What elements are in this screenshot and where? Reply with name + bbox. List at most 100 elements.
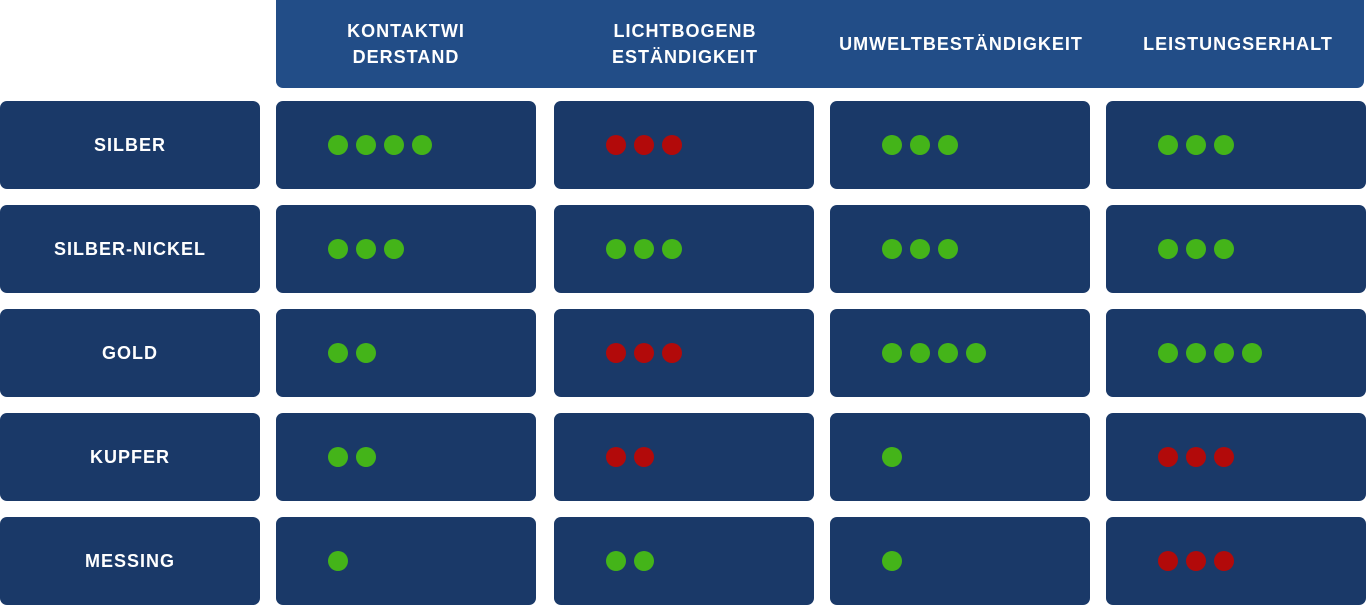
rating-dot-good [882, 447, 902, 467]
rating-dot-bad [634, 447, 654, 467]
rating-cell [1106, 309, 1366, 397]
rating-dots [606, 343, 682, 363]
rating-cell [830, 413, 1090, 501]
rating-dot-good [1214, 135, 1234, 155]
rating-dot-good [356, 239, 376, 259]
rating-dot-bad [662, 343, 682, 363]
rating-dots [1158, 551, 1234, 571]
column-header-umweltbestaendigkeit: UMWELTBESTÄNDIGKEIT [839, 34, 1083, 54]
row-label: GOLD [0, 309, 260, 397]
rating-dot-good [938, 343, 958, 363]
rating-dot-bad [1158, 447, 1178, 467]
rating-dot-good [356, 135, 376, 155]
rating-dot-good [356, 343, 376, 363]
rating-dot-good [1242, 343, 1262, 363]
rating-dot-good [1186, 239, 1206, 259]
rating-dot-good [662, 239, 682, 259]
rating-dot-good [910, 239, 930, 259]
rating-dots [328, 135, 432, 155]
rating-dots [328, 551, 348, 571]
rating-cell [1106, 517, 1366, 605]
rating-dot-good [882, 239, 902, 259]
rating-dot-bad [1158, 551, 1178, 571]
rating-cell [554, 309, 814, 397]
rating-dot-good [384, 135, 404, 155]
rating-dots [1158, 239, 1234, 259]
rating-dot-good [328, 447, 348, 467]
rating-dot-good [1186, 135, 1206, 155]
rating-dots [328, 239, 404, 259]
rating-dot-good [910, 343, 930, 363]
rating-cell [276, 309, 536, 397]
rating-cell [276, 101, 536, 189]
rating-dot-good [1186, 343, 1206, 363]
rating-dot-good [966, 343, 986, 363]
rating-dots [882, 135, 958, 155]
rating-dot-good [882, 551, 902, 571]
rating-dots [328, 343, 376, 363]
rating-cell [830, 309, 1090, 397]
rating-dot-good [356, 447, 376, 467]
rating-dot-bad [1186, 447, 1206, 467]
rating-dot-bad [1214, 551, 1234, 571]
row-label: MESSING [0, 517, 260, 605]
rating-dot-bad [606, 447, 626, 467]
rating-dots [882, 447, 902, 467]
rating-cell [276, 413, 536, 501]
rating-cell [554, 413, 814, 501]
rating-dot-bad [606, 135, 626, 155]
rating-cell [554, 101, 814, 189]
column-header-kontaktwiderstand: KONTAKTWI DERSTAND [347, 21, 465, 67]
rating-dots [606, 551, 654, 571]
column-header-leistungserhalt: LEISTUNGSERHALT [1143, 34, 1333, 54]
rating-dot-good [1214, 343, 1234, 363]
rating-cell [1106, 413, 1366, 501]
rating-dots [882, 239, 958, 259]
rating-dots [1158, 343, 1262, 363]
rating-dot-good [1158, 239, 1178, 259]
rating-dot-bad [634, 135, 654, 155]
rating-dot-good [634, 239, 654, 259]
rating-dot-good [1158, 135, 1178, 155]
rating-dot-bad [662, 135, 682, 155]
rating-dot-bad [606, 343, 626, 363]
rating-cell [830, 205, 1090, 293]
rating-dot-good [882, 343, 902, 363]
row-label: SILBER-NICKEL [0, 205, 260, 293]
rating-dot-good [328, 343, 348, 363]
rating-cell [554, 205, 814, 293]
rating-dot-bad [1186, 551, 1206, 571]
row-label: KUPFER [0, 413, 260, 501]
rating-cell [276, 517, 536, 605]
rating-dot-bad [634, 343, 654, 363]
rating-cell [554, 517, 814, 605]
rating-dots [328, 447, 376, 467]
rating-cell [1106, 205, 1366, 293]
row-label: SILBER [0, 101, 260, 189]
rating-dots [882, 343, 986, 363]
column-header-lichtbogenbestaendigkeit: LICHTBOGENB ESTÄNDIGKEIT [611, 21, 758, 67]
rating-cell [830, 101, 1090, 189]
header-bar [276, 0, 1364, 88]
rating-dot-good [606, 239, 626, 259]
rating-dots [1158, 135, 1234, 155]
rating-dot-good [1214, 239, 1234, 259]
rating-dot-good [412, 135, 432, 155]
rating-cell [276, 205, 536, 293]
rating-dot-good [910, 135, 930, 155]
rating-dots [606, 135, 682, 155]
rating-dot-good [938, 239, 958, 259]
rating-dot-good [328, 551, 348, 571]
rating-dots [606, 239, 682, 259]
rating-dot-good [384, 239, 404, 259]
rating-dot-good [606, 551, 626, 571]
rating-dots [606, 447, 654, 467]
rating-cell [830, 517, 1090, 605]
rating-dot-good [634, 551, 654, 571]
rating-dot-good [328, 135, 348, 155]
rating-cell [1106, 101, 1366, 189]
rating-dot-good [882, 135, 902, 155]
rating-dot-good [1158, 343, 1178, 363]
rating-dot-good [328, 239, 348, 259]
rating-dot-good [938, 135, 958, 155]
